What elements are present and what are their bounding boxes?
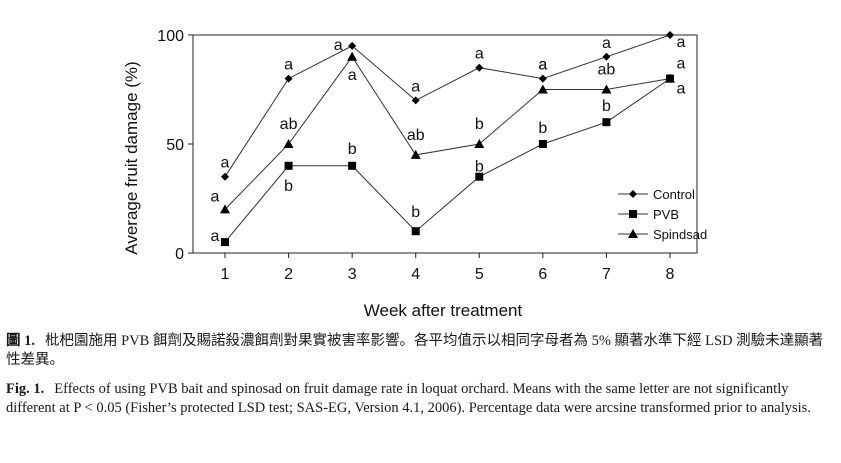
legend-marker-spindsad — [628, 229, 638, 238]
series-line-control — [224, 34, 671, 177]
chart-legend: Control PVB Spindsad — [618, 187, 707, 242]
data-point-spindsad — [665, 73, 675, 83]
chart-markers — [220, 31, 675, 247]
y-axis-title: Average fruit damage (%) — [122, 61, 141, 254]
caption-english-text: Effects of using PVB bait and spinosad o… — [6, 381, 811, 416]
y-tick-label: 50 — [166, 137, 184, 154]
data-point-control — [602, 52, 611, 61]
significance-letter-control: a — [475, 46, 484, 63]
significance-letter-control: a — [411, 78, 420, 95]
plot-frame — [192, 34, 698, 254]
data-point-control — [221, 172, 229, 181]
caption-english-label: Fig. 1. — [6, 381, 45, 397]
legend-marker-pvb — [629, 210, 637, 218]
significance-letter-pvb: b — [602, 98, 611, 115]
data-point-pvb — [348, 161, 357, 170]
data-point-pvb — [221, 238, 229, 247]
significance-letter-pvb: a — [211, 228, 220, 245]
significance-letter-spindsad: ab — [407, 127, 425, 144]
caption-english: Fig. 1. Effects of using PVB bait and spi… — [6, 380, 831, 418]
significance-letter-pvb: b — [348, 141, 357, 158]
x-tick-label: 1 — [221, 266, 230, 283]
caption-chinese-text: 枇杷園施用 PVB 餌劑及賜諾殺濃餌劑對果實被害率影響。各平均值示以相同字母者為… — [6, 333, 824, 368]
significance-letter-control: a — [221, 155, 230, 172]
legend-marker-control — [629, 190, 637, 198]
x-tick-label: 2 — [284, 266, 293, 283]
data-point-control — [348, 41, 357, 50]
data-point-spindsad — [283, 139, 294, 148]
legend-label-control: Control — [653, 187, 695, 202]
chart-series-lines — [224, 34, 671, 243]
data-point-pvb — [602, 118, 611, 127]
caption-chinese-label: 圖 1. — [6, 333, 35, 349]
significance-letter-spindsad: ab — [280, 116, 298, 133]
data-point-control — [411, 96, 420, 105]
data-point-control — [538, 74, 547, 83]
x-tick-label: 6 — [538, 266, 547, 283]
significance-letter-spindsad: a — [211, 188, 220, 205]
data-point-control — [284, 74, 293, 83]
data-point-pvb — [538, 140, 547, 148]
x-axis-title: Week after treatment — [364, 301, 523, 320]
significance-letter-control: a — [677, 34, 686, 51]
x-tick-label: 5 — [475, 266, 484, 283]
significance-letter-control: a — [334, 37, 343, 54]
data-point-control — [475, 63, 484, 72]
caption-chinese: 圖 1. 枇杷園施用 PVB 餌劑及賜諾殺濃餌劑對果實被害率影響。各平均值示以相同… — [6, 332, 831, 370]
data-point-spindsad — [537, 84, 548, 94]
significance-letter-pvb: b — [284, 178, 293, 195]
significance-letter-control: a — [602, 35, 611, 52]
y-tick-label: 0 — [175, 246, 184, 263]
significance-letter-pvb: a — [677, 56, 686, 73]
data-point-control — [666, 31, 674, 39]
significance-letter-spindsad: a — [348, 67, 357, 84]
series-line-spindsad — [224, 55, 671, 210]
significance-letter-spindsad: a — [538, 57, 547, 74]
data-point-pvb — [411, 227, 420, 236]
legend-label-spindsad: Spindsad — [653, 227, 707, 242]
significance-letter-pvb: b — [538, 120, 547, 137]
data-point-spindsad — [347, 51, 358, 61]
y-tick-label: 100 — [157, 28, 184, 45]
x-tick-label: 4 — [411, 266, 420, 283]
significance-letter-spindsad: a — [677, 81, 686, 98]
significance-letter-control: a — [538, 57, 547, 74]
x-tick-label: 3 — [348, 266, 357, 283]
chart-axes — [192, 34, 698, 254]
significance-letter-spindsad: ab — [598, 62, 616, 79]
data-point-spindsad — [410, 149, 421, 159]
legend-label-pvb: PVB — [653, 207, 679, 222]
data-point-spindsad — [601, 84, 612, 94]
data-point-pvb — [284, 161, 293, 170]
significance-letter-pvb: b — [411, 204, 420, 221]
significance-letter-pvb: b — [475, 159, 484, 176]
chart-ticks: 0 50 100 1 2 3 4 5 6 7 8 — [157, 28, 674, 283]
data-point-spindsad — [220, 204, 230, 214]
series-line-pvb — [224, 78, 671, 243]
data-point-pvb — [475, 172, 484, 181]
data-point-spindsad — [474, 139, 485, 148]
x-tick-label: 7 — [602, 266, 611, 283]
significance-letter-spindsad: b — [475, 116, 484, 133]
significance-letter-control: a — [284, 57, 293, 74]
x-tick-label: 8 — [666, 266, 675, 283]
